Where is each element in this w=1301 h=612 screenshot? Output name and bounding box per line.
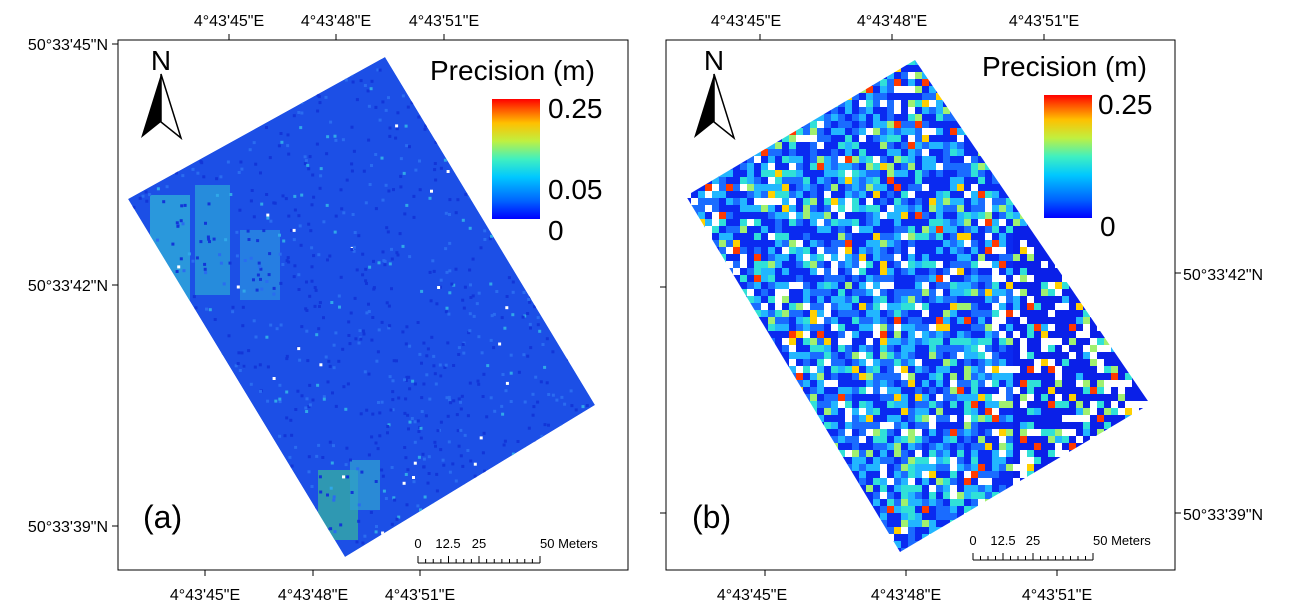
scale-label-25: 25 <box>1026 533 1040 548</box>
scale-bar-b: 0 12.5 25 50 Meters <box>969 533 1151 561</box>
scale-label-0: 0 <box>414 536 421 551</box>
lat-label-2: 50°33'39"N <box>1183 507 1263 524</box>
top-lon-label-3: 4°43'51"E <box>1009 13 1079 30</box>
scale-label-12: 12.5 <box>435 536 460 551</box>
legend-max: 0.25 <box>1098 89 1153 120</box>
scale-label-12: 12.5 <box>990 533 1015 548</box>
top-lon-label-1: 4°43'45"E <box>711 13 781 30</box>
bottom-lon-label-1: 4°43'45"E <box>717 587 787 604</box>
bottom-lon-label-3: 4°43'51"E <box>1022 587 1092 604</box>
north-arrow-icon: N <box>141 45 183 141</box>
raster-a-base <box>128 57 595 557</box>
panel-label-b: (b) <box>692 499 731 535</box>
raster-b <box>686 60 1150 552</box>
lat-label-2: 50°33'42"N <box>28 278 108 295</box>
legend-b: Precision (m) 0.25 0 <box>982 51 1153 242</box>
panel-a: 4°43'45"E 4°43'48"E 4°43'51"E 4°43'45"E … <box>28 13 629 604</box>
north-label: N <box>704 45 724 76</box>
bottom-lon-label-2: 4°43'48"E <box>278 587 348 604</box>
legend-min: 0 <box>1100 211 1116 242</box>
north-arrow-icon: N <box>694 45 736 141</box>
top-lon-label-2: 4°43'48"E <box>301 13 371 30</box>
panel-label-a: (a) <box>143 499 182 535</box>
bottom-lon-label-2: 4°43'48"E <box>871 587 941 604</box>
scale-label-25: 25 <box>472 536 486 551</box>
top-lon-label-2: 4°43'48"E <box>857 13 927 30</box>
color-ramp <box>492 99 540 219</box>
legend-mid: 0.05 <box>548 174 603 205</box>
legend-max: 0.25 <box>548 93 603 124</box>
scale-bar-a: 0 12.5 25 50 Meters <box>414 536 598 564</box>
top-lon-label-3: 4°43'51"E <box>409 13 479 30</box>
scale-label-50: 50 Meters <box>1093 533 1151 548</box>
lat-label-1: 50°33'45"N <box>28 37 108 54</box>
top-lon-label-1: 4°43'45"E <box>194 13 264 30</box>
lat-label-1: 50°33'42"N <box>1183 267 1263 284</box>
north-label: N <box>151 45 171 76</box>
legend-min: 0 <box>548 215 564 246</box>
panel-b: 4°43'45"E 4°43'48"E 4°43'51"E 4°43'45"E … <box>660 13 1263 604</box>
bottom-lon-label-3: 4°43'51"E <box>385 587 455 604</box>
scale-label-0: 0 <box>969 533 976 548</box>
color-ramp <box>1044 95 1092 218</box>
scale-label-50: 50 Meters <box>540 536 598 551</box>
lat-label-3: 50°33'39"N <box>28 519 108 536</box>
legend-a: Precision (m) 0.25 0.05 0 <box>430 55 603 246</box>
bottom-lon-label-1: 4°43'45"E <box>170 587 240 604</box>
legend-title: Precision (m) <box>430 55 595 86</box>
legend-title: Precision (m) <box>982 51 1147 82</box>
